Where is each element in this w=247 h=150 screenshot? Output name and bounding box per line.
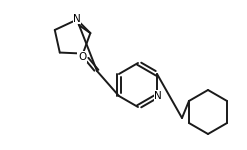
Text: N: N: [73, 14, 81, 24]
Text: O: O: [78, 52, 86, 62]
Text: N: N: [154, 91, 162, 101]
